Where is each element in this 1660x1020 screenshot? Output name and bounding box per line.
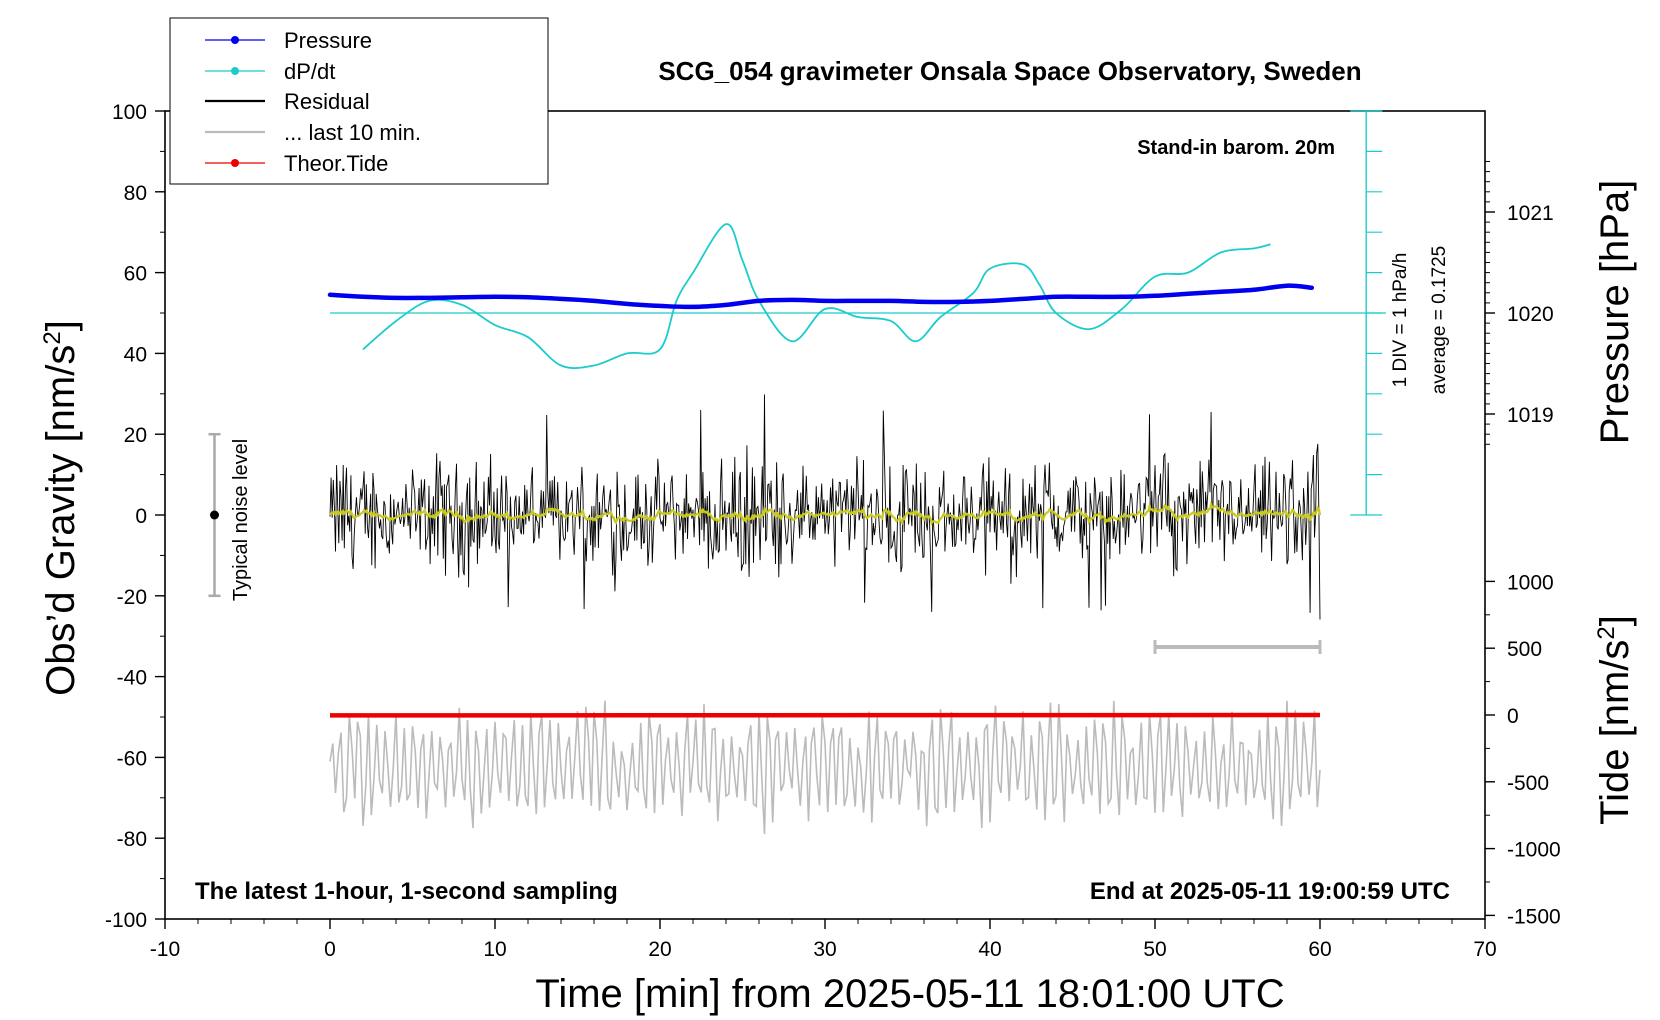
- dpdt-average-note: average = 0.1725: [1429, 246, 1450, 394]
- tide-tick-label: 0: [1507, 705, 1519, 728]
- tide-tick-label: 500: [1507, 638, 1542, 661]
- tide-axis-label-close: ]: [1593, 615, 1637, 626]
- x-tick-label: 50: [1143, 938, 1166, 961]
- x-axis-label: Time [min] from 2025-05-11 18:01:00 UTC: [535, 972, 1284, 1016]
- legend-label-residual: Residual: [284, 89, 370, 114]
- pressure-tick-label: 1021: [1507, 202, 1554, 225]
- x-tick-label: 20: [648, 938, 671, 961]
- legend-entry-residual: Residual: [205, 89, 370, 114]
- residual-line: [329, 394, 1321, 620]
- dpdt-line: [362, 223, 1271, 369]
- legend-entry-tide: Theor.Tide: [205, 151, 388, 176]
- tide-tick-label: -1000: [1507, 839, 1561, 862]
- end-time-note: End at 2025-05-11 19:00:59 UTC: [1090, 878, 1450, 905]
- last-10-min-line: [329, 700, 1321, 835]
- tide-tick-label: -500: [1507, 772, 1549, 795]
- y-tick-label: 0: [135, 505, 147, 528]
- y-axis-label-close: ]: [39, 320, 83, 331]
- x-tick-label: 0: [324, 938, 336, 961]
- pressure-tick-label: 1020: [1507, 303, 1554, 326]
- chart-title: SCG_054 gravimeter Onsala Space Observat…: [658, 56, 1361, 86]
- pressure-axis-label: Pressure [hPa]: [1593, 180, 1637, 445]
- tide-tick-label: 1000: [1507, 571, 1554, 594]
- y-axis-label-main: Obs’d Gravity [nm/s: [39, 345, 83, 696]
- tide-axis-label: Tide [nm/s2]: [1593, 615, 1637, 825]
- plot-data: [208, 110, 1386, 835]
- y-tick-label: 60: [124, 263, 147, 286]
- x-tick-label: 40: [978, 938, 1001, 961]
- axes: -10 0 10 20 30 40 50 60 70100806040200-20-40-60-…: [105, 101, 1561, 961]
- y-tick-label: -100: [105, 909, 147, 932]
- noise-level-label: Typical noise level: [230, 439, 252, 601]
- legend-label-dpdt: dP/dt: [284, 59, 335, 84]
- x-tick-label: 30: [813, 938, 836, 961]
- legend-label-pressure: Pressure: [284, 28, 372, 53]
- y-axis-label: Obs’d Gravity [nm/s2]: [39, 320, 83, 696]
- y-tick-label: 20: [124, 424, 147, 447]
- y-tick-label: -20: [117, 586, 147, 609]
- y-tick-label: -60: [117, 747, 147, 770]
- noise-level-dot: [210, 510, 219, 520]
- legend-entry-pressure: Pressure: [205, 28, 372, 53]
- y-axis-label-sup: 2: [39, 331, 66, 344]
- x-tick-label: 70: [1473, 938, 1496, 961]
- dpdt-scale-note: 1 DIV = 1 hPa/h: [1390, 253, 1411, 388]
- tide-axis-label-main: Tide [nm/s: [1593, 640, 1637, 825]
- legend-entry-last10: ... last 10 min.: [205, 120, 421, 145]
- legend: Pressure dP/dt Residual ... last 10 min.…: [169, 17, 549, 185]
- barometer-note: Stand-in barom. 20m: [1137, 137, 1335, 159]
- pressure-line: [327, 283, 1315, 310]
- residual-smooth-line: [329, 500, 1322, 526]
- y-tick-label: 100: [112, 101, 147, 124]
- x-tick-label: 60: [1308, 938, 1331, 961]
- pressure-tick-label: 1019: [1507, 404, 1554, 427]
- y-tick-label: 80: [124, 182, 147, 205]
- tide-axis-label-sup: 2: [1593, 626, 1620, 639]
- legend-label-last10: ... last 10 min.: [284, 120, 421, 145]
- y-tick-label: 40: [124, 343, 147, 366]
- y-tick-label: -80: [117, 828, 147, 851]
- legend-entry-dpdt: dP/dt: [205, 59, 335, 84]
- tide-tick-label: -1500: [1507, 905, 1561, 928]
- legend-label-tide: Theor.Tide: [284, 151, 388, 176]
- x-tick-label: -10: [150, 938, 180, 961]
- x-tick-label: 10: [483, 938, 506, 961]
- sampling-note: The latest 1-hour, 1-second sampling: [195, 878, 618, 905]
- y-tick-label: -40: [117, 667, 147, 690]
